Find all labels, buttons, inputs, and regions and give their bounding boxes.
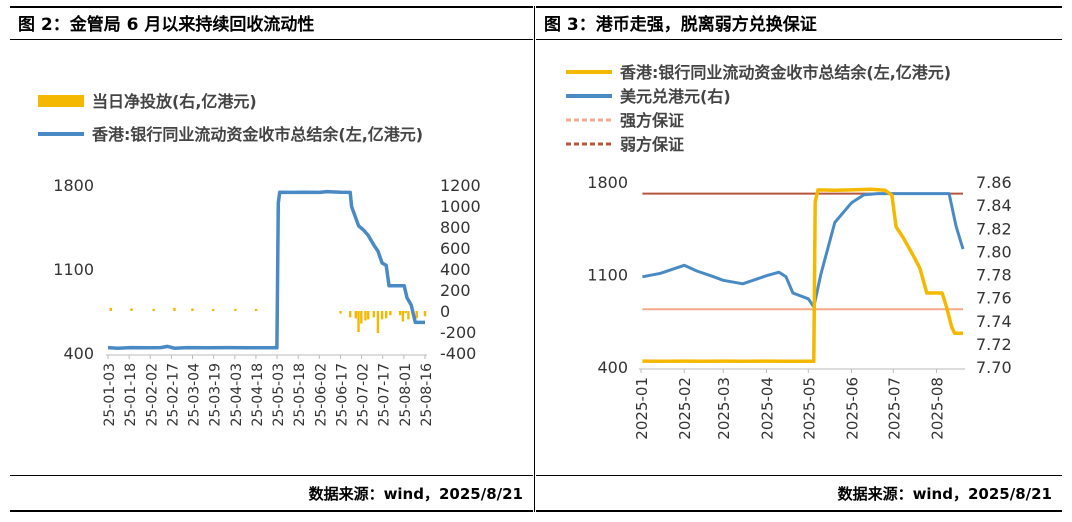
bar-net-injection (372, 311, 375, 318)
legend-balance-label: 香港:银行同业流动资金收市总结余(左,亿港元) (619, 63, 951, 82)
legend-strong-guarantee-label: 强方保证 (620, 111, 684, 130)
y-right-tick-label: 0 (440, 302, 450, 321)
bar-net-injection (398, 311, 402, 316)
bar-net-injection (367, 311, 370, 320)
y-right-tick-label: 400 (440, 260, 471, 279)
y-right-tick-label: 7.78 (976, 266, 1012, 285)
x-tick-label: 25-02-17 (165, 363, 181, 427)
x-tick-label: 2025-07 (885, 377, 903, 440)
x-tick-label: 25-01-03 (102, 363, 118, 427)
x-tick-label: 25-05-18 (292, 363, 308, 427)
y-right-tick-label: 7.74 (976, 312, 1012, 331)
legend-weak-guarantee-label: 弱方保证 (620, 135, 684, 154)
x-tick-label: 25-06-02 (313, 363, 329, 427)
figure-2-title: 图 2：金管局 6 月以来持续回收流动性 (10, 6, 533, 40)
bar-net-injection (385, 311, 388, 319)
panel-divider (534, 6, 535, 512)
y-left-tick-label: 1800 (53, 176, 94, 195)
y-right-tick-label: 800 (440, 218, 471, 237)
bar-net-injection (357, 311, 360, 332)
y-right-tick-label: 7.82 (976, 219, 1012, 238)
bar-net-injection (360, 311, 363, 324)
x-tick-label: 25-07-02 (356, 363, 372, 427)
legend-swatch-net-injection (38, 95, 84, 107)
figure-3-panel: 图 3：港币走强，脱离弱方兑换保证 香港:银行同业流动资金收市总结余(左,亿港元… (536, 6, 1062, 512)
y-right-tick-label: 7.80 (976, 242, 1012, 261)
y-left-tick-label: 1100 (53, 260, 94, 279)
bottom-rule (10, 510, 533, 512)
y-left-tick-label: 1800 (587, 173, 628, 192)
bar-net-injection (376, 311, 380, 334)
y-left-tick-label: 400 (597, 358, 628, 377)
bar-net-injection (423, 311, 427, 317)
x-tick-label: 2025-02 (676, 377, 694, 440)
y-right-tick-label: 600 (440, 239, 471, 258)
bar-net-injection (401, 311, 405, 322)
figure-3-title: 图 3：港币走强，脱离弱方兑换保证 (536, 6, 1062, 40)
bar-net-injection (191, 308, 194, 311)
bar-net-injection (130, 308, 133, 311)
bar-net-injection (389, 311, 392, 316)
chart-liquidity-balance: 当日净投放(右,亿港元) 香港:银行同业流动资金收市总结余(左,亿港元) 1800 1… (38, 92, 481, 427)
y-right-tick-label: 200 (440, 281, 471, 300)
series-line-balance (642, 187, 963, 364)
bar-net-injection (173, 307, 176, 311)
bottom-rule (536, 510, 1062, 512)
bar-net-injection (254, 308, 258, 311)
bar-net-injection (407, 311, 410, 320)
bar-net-injection (339, 311, 342, 314)
x-tick-label: 2025-08 (929, 377, 947, 440)
x-tick-label: 25-01-18 (123, 363, 139, 427)
bar-net-injection (152, 308, 155, 311)
figure-2-source: 数据来源：wind，2025/8/21 (308, 485, 523, 503)
x-tick-label: 25-08-01 (398, 363, 414, 427)
x-tick-label: 25-04-03 (229, 363, 245, 427)
bar-net-injection (109, 307, 112, 311)
x-tick-label: 25-05-03 (271, 363, 287, 427)
x-tick-label: 2025-05 (800, 377, 818, 440)
bar-net-injection (415, 311, 418, 319)
source-rule (10, 475, 533, 476)
bar-net-injection (354, 311, 357, 319)
bar-net-injection (349, 311, 352, 318)
legend-usdhkd-label: 美元兑港元(右) (620, 87, 731, 106)
x-tick-label: 2025-04 (758, 377, 776, 440)
x-tick-label: 25-03-19 (208, 363, 224, 427)
x-tick-label: 25-03-04 (187, 363, 203, 427)
y-right-tick-label: 7.86 (976, 173, 1012, 192)
x-tick-label: 2025-03 (715, 377, 733, 440)
x-tick-label: 25-08-16 (419, 363, 435, 427)
y-left-tick-label: 400 (63, 344, 94, 363)
y-right-tick-label: 7.76 (976, 289, 1012, 308)
y-right-tick-label: 1200 (440, 176, 481, 195)
bar-net-injection (212, 308, 215, 311)
legend-label-balance: 香港:银行同业流动资金收市总结余(左,亿港元) (91, 125, 423, 144)
x-tick-label: 25-06-17 (334, 363, 350, 427)
y-right-tick-label: 7.72 (976, 335, 1012, 354)
y-right-tick-label: 1000 (440, 197, 481, 216)
y-right-tick-label: -400 (440, 344, 476, 363)
x-tick-label: 2025-01 (633, 377, 651, 440)
bar-net-injection (364, 311, 367, 321)
bar-net-injection (234, 308, 237, 311)
bar-net-injection (404, 311, 407, 314)
legend-label-net-injection: 当日净投放(右,亿港元) (92, 92, 257, 111)
y-right-tick-label: -200 (440, 323, 476, 342)
y-left-tick-label: 1100 (587, 266, 628, 285)
x-tick-label: 2025-06 (843, 377, 861, 440)
x-tick-label: 25-02-02 (144, 363, 160, 427)
source-rule (536, 475, 1062, 476)
y-right-tick-label: 7.70 (976, 358, 1012, 377)
figure-3-source: 数据来源：wind，2025/8/21 (837, 485, 1052, 503)
series-line-balance (107, 189, 425, 350)
x-tick-label: 25-07-17 (377, 363, 393, 427)
bar-net-injection (380, 311, 384, 320)
y-right-tick-label: 7.84 (976, 196, 1012, 215)
series-line-usdhkd (642, 192, 965, 309)
x-tick-label: 25-04-18 (250, 363, 266, 427)
figure-2-panel: 图 2：金管局 6 月以来持续回收流动性 当日净投放(右,亿港元) 香港:银行同业… (10, 6, 533, 512)
